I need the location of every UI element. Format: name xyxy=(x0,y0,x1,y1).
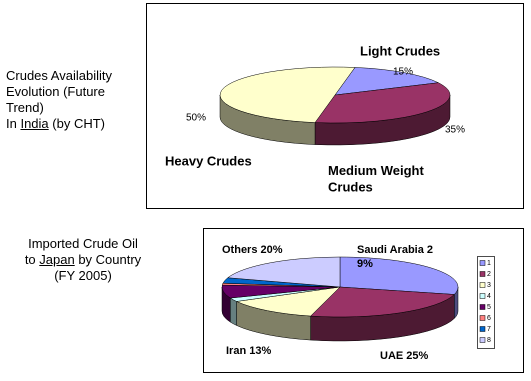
data-label: Medium Weight Crudes xyxy=(328,163,424,194)
data-label: Light Crudes xyxy=(360,43,440,58)
title-line: Trend) xyxy=(6,100,112,116)
legend-swatch xyxy=(479,326,486,332)
data-label: 50% xyxy=(186,113,206,124)
legend-swatch xyxy=(479,271,486,277)
title-line: In India (by CHT) xyxy=(6,116,112,132)
title-text: Japan xyxy=(39,252,75,267)
data-label: Saudi Arabia 2 9% xyxy=(357,244,433,270)
title-text: by Country xyxy=(74,252,142,267)
title-line: Crudes Availability xyxy=(6,68,112,84)
title-text: Imported Crude Oil xyxy=(28,236,138,251)
title-text: (FY 2005) xyxy=(54,268,112,283)
data-label: 35% xyxy=(445,125,465,136)
legend-label: 3 xyxy=(487,282,491,289)
legend-label: 4 xyxy=(487,293,491,300)
pie-slice xyxy=(219,66,356,123)
legend-swatch xyxy=(479,337,486,343)
title-text: In xyxy=(6,116,21,131)
legend-box xyxy=(477,256,495,349)
pie-slice xyxy=(227,256,341,288)
title-text: India xyxy=(20,116,49,131)
title-line: Evolution (Future xyxy=(6,84,112,100)
title-text: Trend) xyxy=(6,100,44,115)
title-text: Crudes Availability xyxy=(6,68,112,83)
title-line: Imported Crude Oil xyxy=(8,236,158,252)
legend-label: 2 xyxy=(487,271,491,278)
data-label: Iran 13% xyxy=(226,345,271,357)
legend-swatch xyxy=(479,304,486,310)
legend-label: 1 xyxy=(487,260,491,267)
pie-slice xyxy=(310,286,455,318)
pie-slice xyxy=(314,82,451,124)
legend-label: 8 xyxy=(487,337,491,344)
pie-slice xyxy=(235,286,341,317)
legend-swatch xyxy=(479,315,486,321)
data-label: Heavy Crudes xyxy=(165,153,252,168)
legend-label: 7 xyxy=(487,326,491,333)
legend-label: 5 xyxy=(487,304,491,311)
chart-title: Crudes Availability Evolution (Future Tren… xyxy=(6,68,112,132)
title-text: Evolution (Future xyxy=(6,84,105,99)
title-line: (FY 2005) xyxy=(8,268,158,284)
chart-title: Imported Crude Oil to Japan by Country (FY… xyxy=(8,236,158,284)
title-text: to xyxy=(24,252,40,267)
legend-label: 6 xyxy=(487,315,491,322)
title-text: (by CHT) xyxy=(48,116,106,131)
legend-swatch xyxy=(479,293,486,299)
pie-slice xyxy=(334,67,440,96)
title-line: to Japan by Country xyxy=(8,252,158,268)
data-label: Others 20% xyxy=(222,244,283,256)
data-label: UAE 25% xyxy=(380,350,429,362)
legend-swatch xyxy=(479,260,486,266)
slice-side xyxy=(230,297,237,326)
legend-swatch xyxy=(479,282,486,288)
data-label: 15% xyxy=(393,67,413,78)
pie-slice xyxy=(339,256,459,295)
